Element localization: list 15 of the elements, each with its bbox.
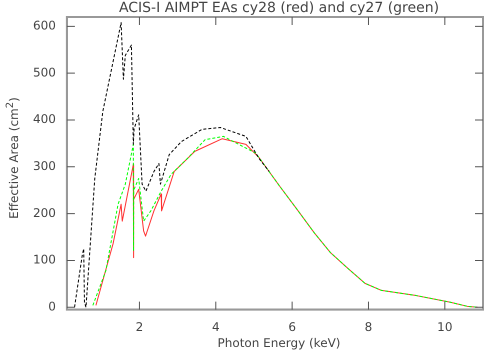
x-tick-label: 2	[136, 320, 144, 334]
x-tick-label: 8	[364, 320, 372, 334]
y-tick-label: 0	[48, 299, 56, 314]
y-tick-label: 500	[33, 65, 56, 80]
y-tick-label: 600	[33, 18, 56, 32]
y-tick-label: 300	[33, 158, 56, 173]
y-tick-label: 100	[33, 252, 56, 267]
y-tick-label: 200	[33, 206, 56, 220]
x-axis-title: Photon Energy (keV)	[216, 336, 342, 350]
line-series	[74, 22, 270, 308]
x-tick-label: 10	[437, 320, 452, 334]
x-tick-label: 6	[288, 320, 296, 334]
x-tick-label: 4	[212, 320, 220, 334]
y-tick-label: 400	[33, 112, 56, 126]
chart-title: ACIS-I AIMPT EAs cy28 (red) and cy27 (green)	[118, 0, 440, 16]
